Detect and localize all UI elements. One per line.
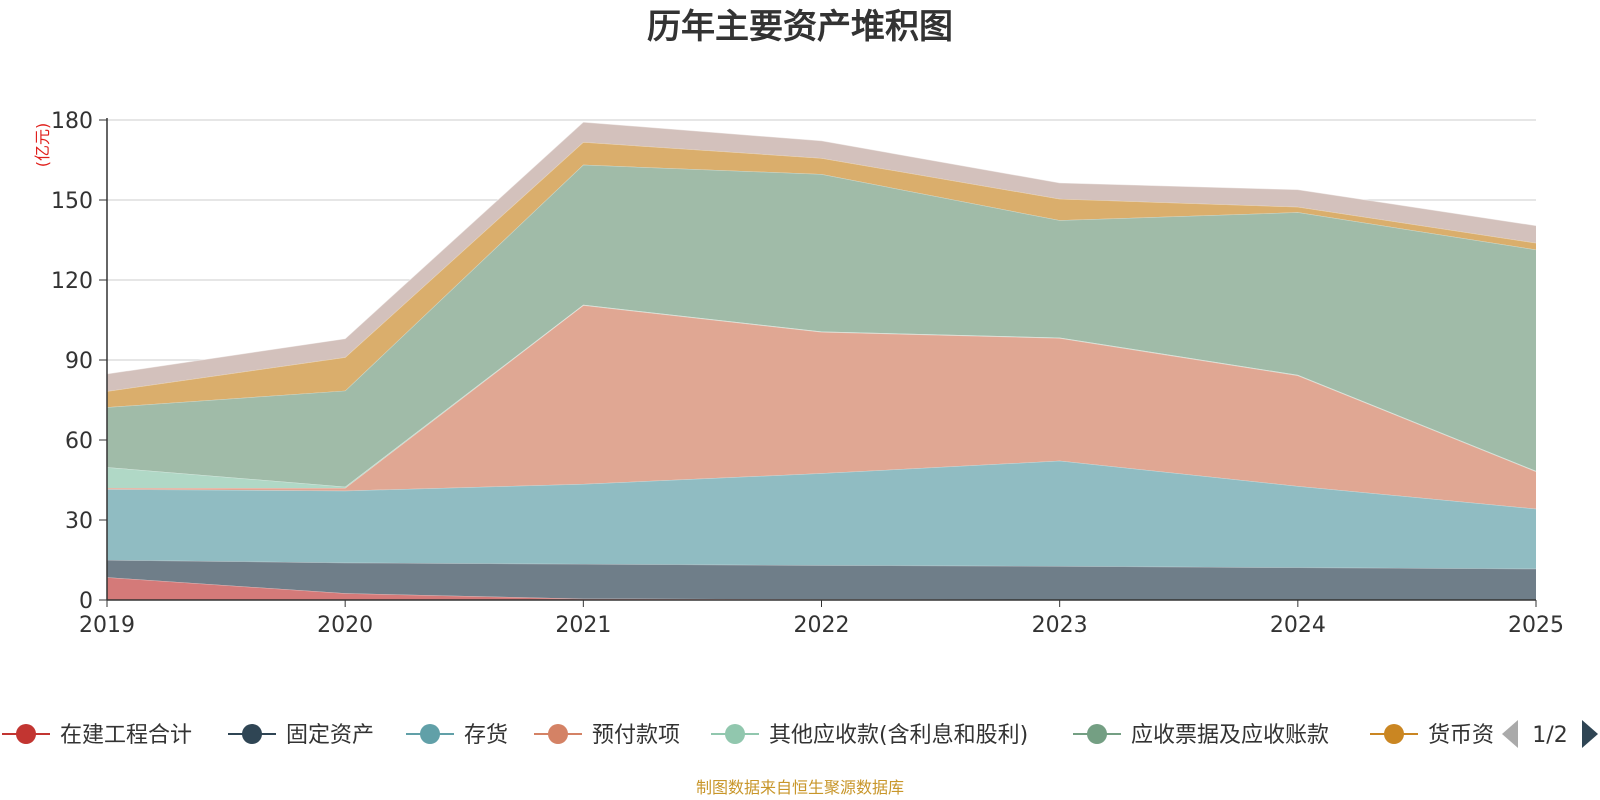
legend-item[interactable]: 应收票据及应收账款 <box>1073 723 1329 748</box>
legend-dot-icon <box>16 724 36 744</box>
legend-label: 存货 <box>464 723 508 748</box>
x-tick-label: 2019 <box>79 613 135 638</box>
area-series[interactable] <box>107 142 1536 408</box>
legend-label: 在建工程合计 <box>60 723 192 748</box>
x-tick-label: 2021 <box>555 613 611 638</box>
pager-label: 1/2 <box>1532 723 1567 748</box>
y-tick-label: 150 <box>51 189 93 214</box>
x-tick-label: 2022 <box>794 613 850 638</box>
pager-prev-icon[interactable] <box>1502 720 1518 748</box>
legend-item[interactable]: 存货 <box>406 723 508 748</box>
legend-item[interactable]: 货币资 <box>1370 723 1494 748</box>
legend-item[interactable]: 在建工程合计 <box>2 723 192 748</box>
y-tick-label: 60 <box>65 429 93 454</box>
area-series-edge <box>106 121 1537 375</box>
area-series[interactable] <box>107 460 1536 569</box>
legend-dot-icon <box>1087 724 1107 744</box>
legend-pager[interactable]: 1/2 <box>1502 720 1598 748</box>
area-series[interactable] <box>107 164 1536 487</box>
x-tick-label: 2020 <box>317 613 373 638</box>
data-source-note: 制图数据来自恒生聚源数据库 <box>696 778 904 797</box>
legend-label: 货币资 <box>1428 723 1494 748</box>
legend-dot-icon <box>420 724 440 744</box>
legend-dot-icon <box>1384 724 1404 744</box>
pager-next-icon[interactable] <box>1582 720 1598 748</box>
legend-dot-icon <box>725 724 745 744</box>
stacked-areas <box>106 121 1537 600</box>
area-series[interactable] <box>107 560 1536 600</box>
chart-title: 历年主要资产堆积图 <box>647 7 953 47</box>
y-tick-label: 0 <box>79 589 93 614</box>
axes: 0 30 60 90 120 150 180 2019 2020 2021 2022 2023 2024… <box>51 109 1564 638</box>
area-series[interactable] <box>107 122 1536 392</box>
y-tick-label: 120 <box>51 269 93 294</box>
y-tick-label: 90 <box>65 349 93 374</box>
x-tick-label: 2023 <box>1032 613 1088 638</box>
legend-item[interactable]: 其他应收款(含利息和股利) <box>711 723 1028 748</box>
legend-label: 其他应收款(含利息和股利) <box>769 723 1028 748</box>
x-tick-label: 2024 <box>1270 613 1326 638</box>
legend-dot-icon <box>548 724 568 744</box>
legend-item[interactable]: 固定资产 <box>228 723 374 748</box>
legend-dot-icon <box>242 724 262 744</box>
x-tick-label: 2025 <box>1508 613 1564 638</box>
area-series[interactable] <box>107 577 1536 600</box>
legend-label: 固定资产 <box>286 723 374 748</box>
legend-label: 预付款项 <box>592 723 680 748</box>
legend-label: 应收票据及应收账款 <box>1131 723 1329 748</box>
y-tick-label: 180 <box>51 109 93 134</box>
y-tick-label: 30 <box>65 509 93 534</box>
area-series[interactable] <box>107 305 1536 509</box>
legend-item[interactable]: 预付款项 <box>534 723 680 748</box>
y-axis-unit: (亿元) <box>33 123 52 168</box>
legend[interactable]: 在建工程合计 固定资产 存货 预付款项 其他应收款(含利息和股利) 应收票据及应收账款 货币… <box>2 723 1494 748</box>
